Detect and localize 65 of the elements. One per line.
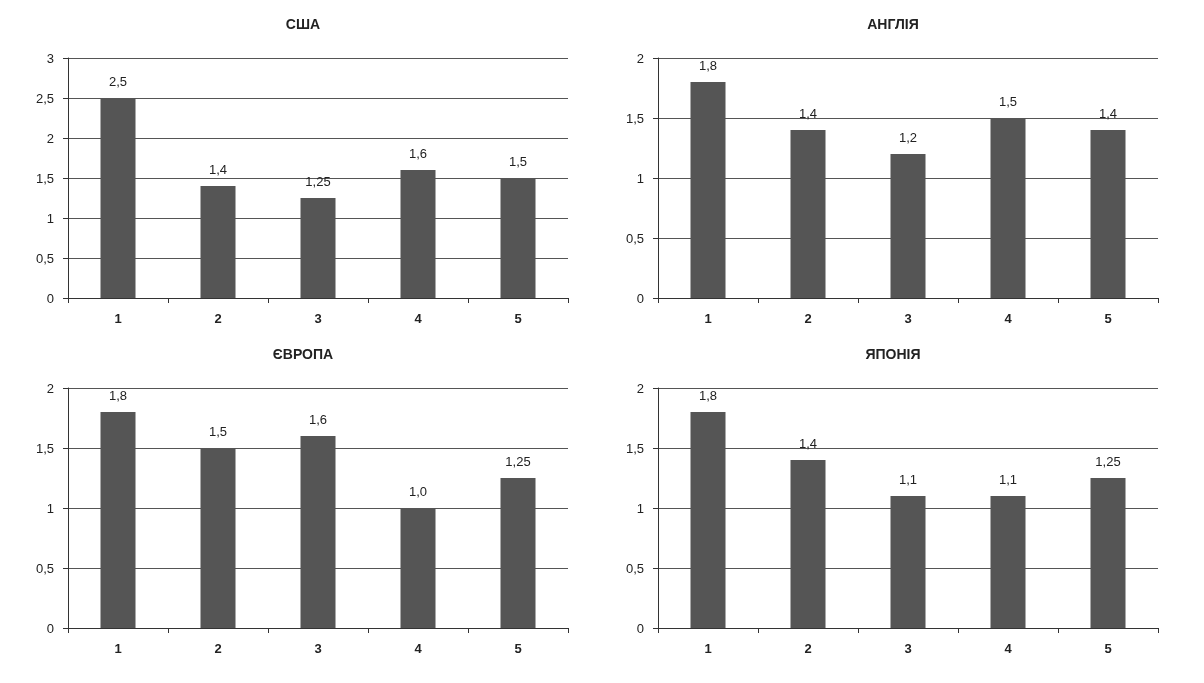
x-tick-label: 1 <box>114 311 122 326</box>
y-tick-label: 0,5 <box>625 230 644 246</box>
chart-title: США <box>285 16 321 32</box>
y-tick-label: 0,5 <box>35 560 54 576</box>
x-tick-label: 3 <box>314 311 322 326</box>
data-label: 1,0 <box>408 484 428 499</box>
data-label: 1,2 <box>898 130 918 145</box>
x-tick-label: 4 <box>414 641 423 656</box>
y-tick-label: 0 <box>46 290 54 306</box>
data-label: 1,4 <box>1098 106 1118 121</box>
y-tick-label: 3 <box>46 50 54 66</box>
data-label: 1,6 <box>408 146 428 161</box>
data-label: 1,25 <box>1095 454 1121 469</box>
y-tick-label: 0,5 <box>625 560 644 576</box>
data-label: 1,8 <box>108 388 128 403</box>
chart-title: ЄВРОПА <box>272 346 334 362</box>
chart-title: АНГЛІЯ <box>867 16 919 32</box>
data-label: 1,1 <box>998 472 1018 487</box>
x-tick-label: 2 <box>804 641 812 656</box>
x-tick-label: 4 <box>1004 311 1013 326</box>
data-label: 2,5 <box>108 74 128 89</box>
data-label: 1,1 <box>898 472 918 487</box>
data-label: 1,8 <box>698 388 718 403</box>
y-tick-label: 1,5 <box>35 170 54 186</box>
data-label: 1,6 <box>308 412 328 427</box>
data-label: 1,5 <box>508 154 528 169</box>
x-tick-label: 3 <box>314 641 322 656</box>
x-tick-label: 5 <box>1104 641 1112 656</box>
x-tick-label: 3 <box>904 311 912 326</box>
y-tick-label: 0,5 <box>35 250 54 266</box>
x-tick-label: 2 <box>214 641 222 656</box>
y-tick-label: 0 <box>636 290 644 306</box>
x-tick-label: 1 <box>704 311 712 326</box>
y-tick-label: 2 <box>46 130 54 146</box>
y-tick-label: 2 <box>636 50 644 66</box>
chart-title: ЯПОНІЯ <box>865 346 921 362</box>
data-label: 1,8 <box>698 58 718 73</box>
y-tick-label: 2 <box>636 380 644 396</box>
x-tick-label: 5 <box>514 311 522 326</box>
x-tick-label: 2 <box>214 311 222 326</box>
y-tick-label: 1,5 <box>625 110 644 126</box>
x-tick-label: 4 <box>414 311 423 326</box>
x-tick-label: 5 <box>1104 311 1112 326</box>
data-label: 1,5 <box>208 424 228 439</box>
y-tick-label: 1 <box>46 500 54 516</box>
x-tick-label: 1 <box>114 641 122 656</box>
data-label: 1,4 <box>208 162 228 177</box>
y-tick-label: 1,5 <box>35 440 54 456</box>
y-tick-label: 2 <box>46 380 54 396</box>
y-tick-label: 0 <box>636 620 644 636</box>
x-tick-label: 2 <box>804 311 812 326</box>
data-label: 1,4 <box>798 106 818 121</box>
y-tick-label: 0 <box>46 620 54 636</box>
y-tick-label: 1 <box>636 500 644 516</box>
x-tick-label: 4 <box>1004 641 1013 656</box>
x-tick-label: 1 <box>704 641 712 656</box>
y-tick-label: 1 <box>46 210 54 226</box>
y-tick-label: 1 <box>636 170 644 186</box>
data-label: 1,5 <box>998 94 1018 109</box>
x-tick-label: 5 <box>514 641 522 656</box>
x-tick-label: 3 <box>904 641 912 656</box>
data-label: 1,4 <box>798 436 818 451</box>
data-label: 1,25 <box>505 454 531 469</box>
y-tick-label: 2,5 <box>35 90 54 106</box>
y-tick-label: 1,5 <box>625 440 644 456</box>
